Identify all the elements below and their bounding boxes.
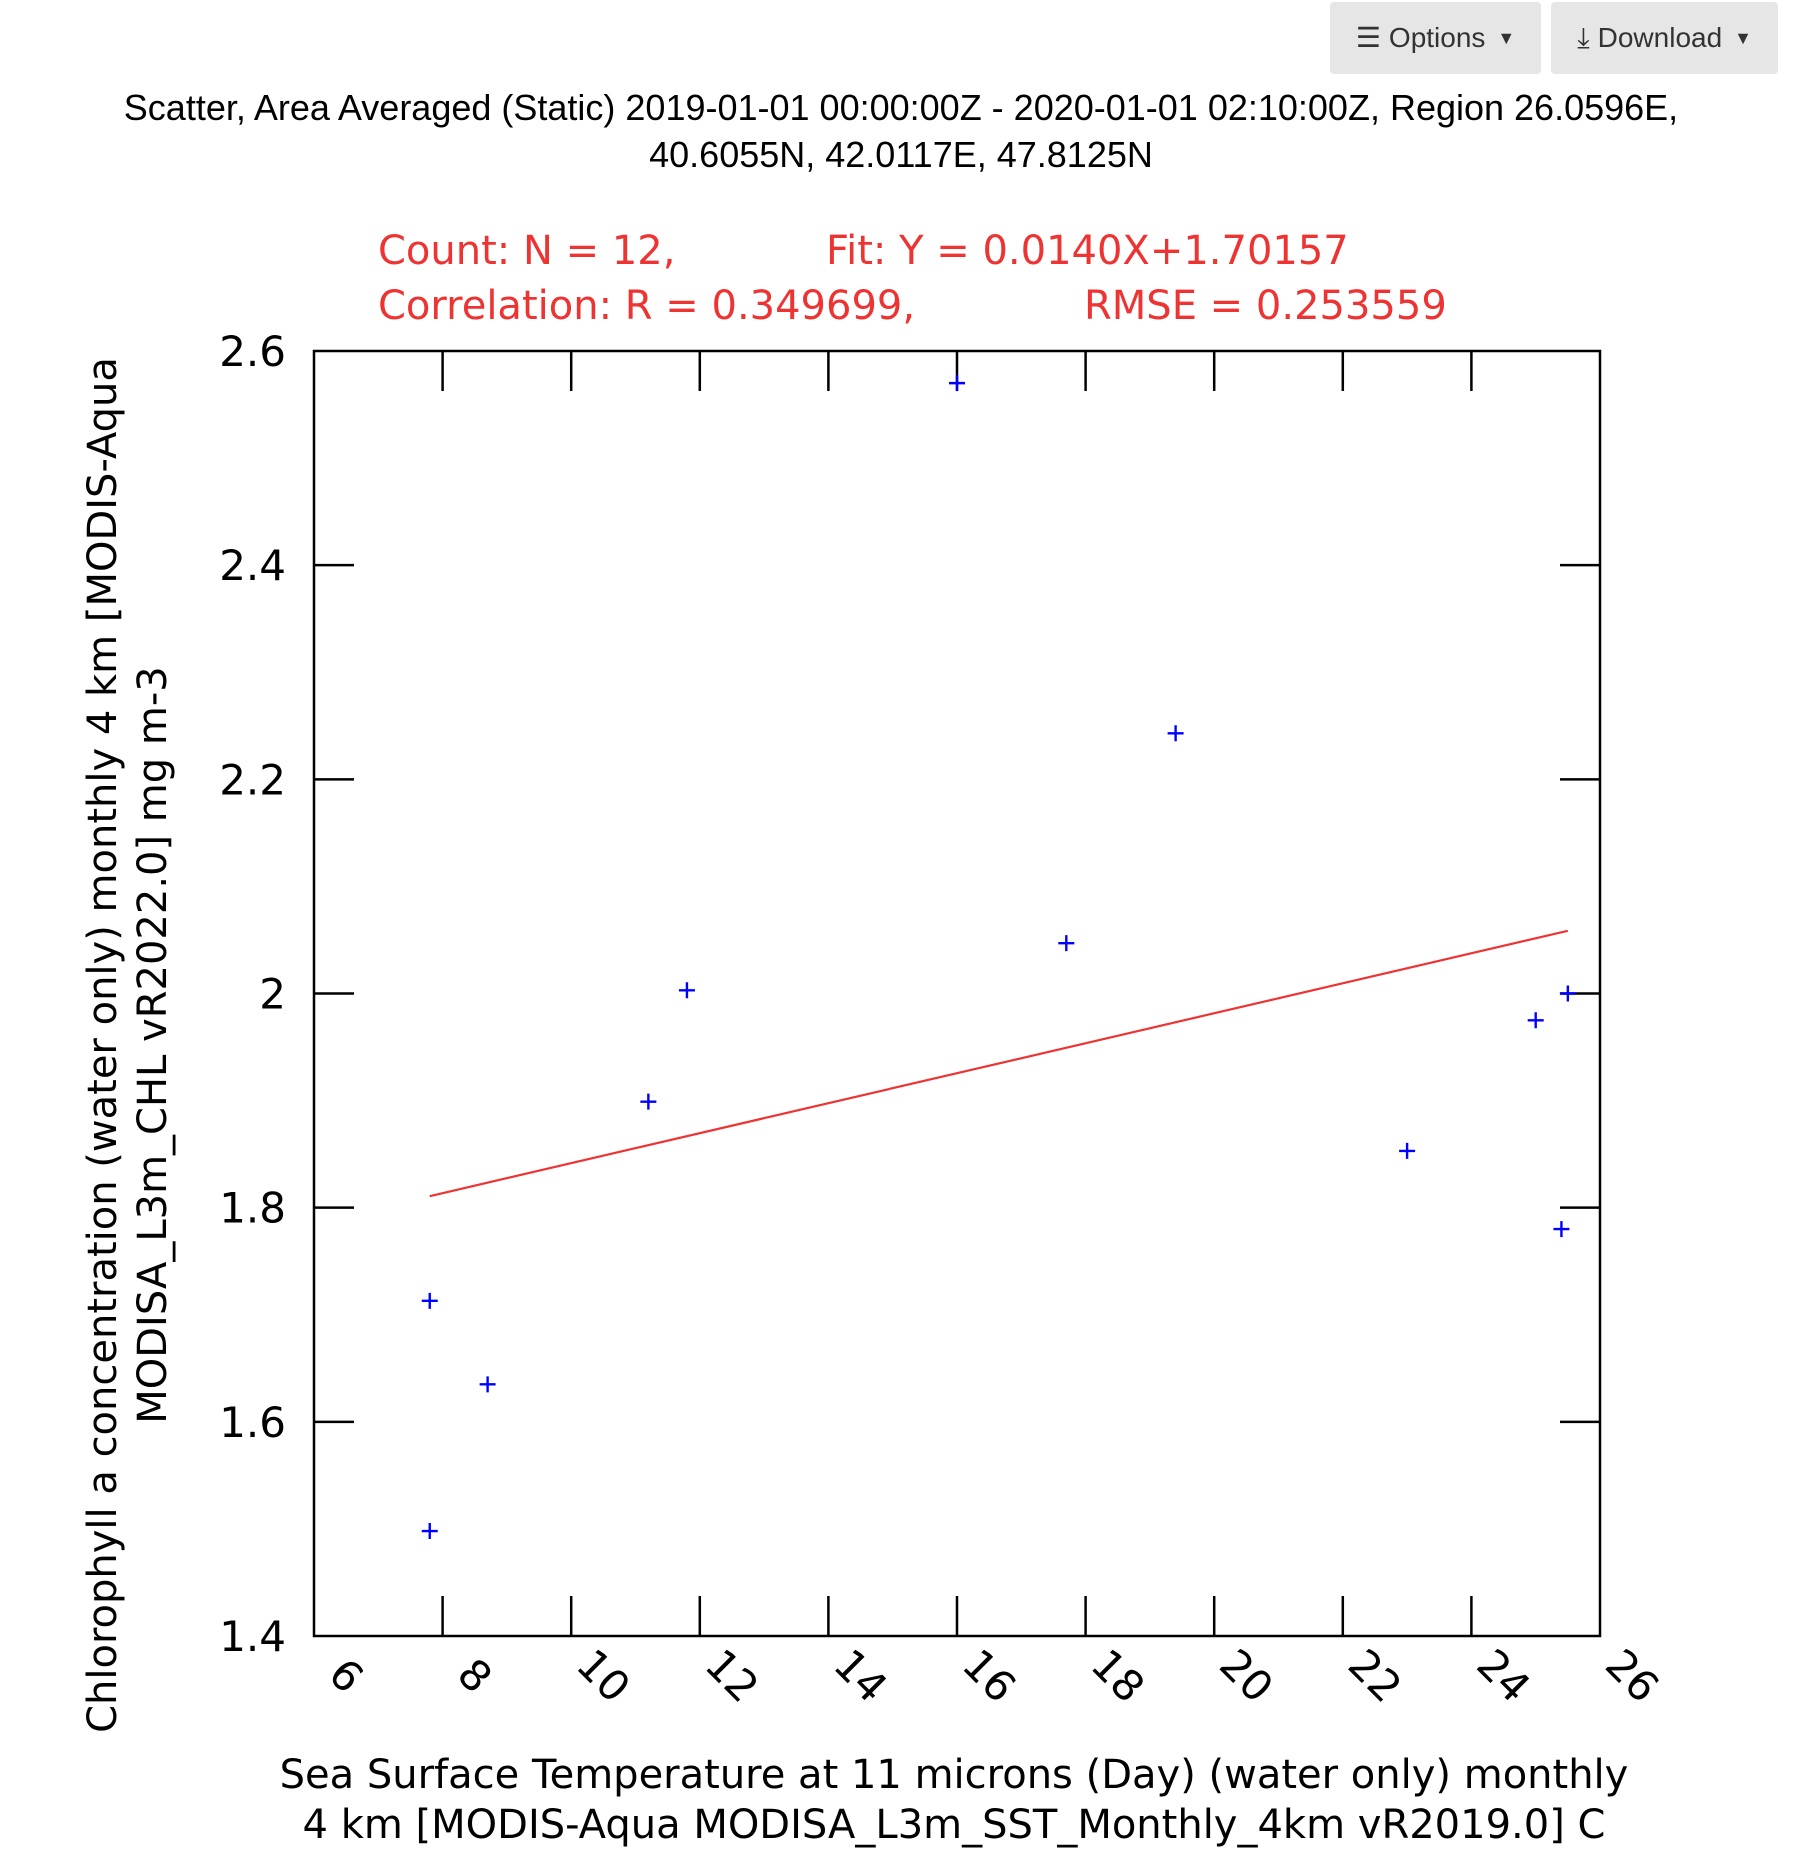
download-button[interactable]: ⤓ Download ▼ (1551, 2, 1778, 74)
y-axis-label-line-1: Chlorophyll a concentration (water only)… (80, 357, 126, 1733)
tick-marks (314, 351, 1600, 1636)
y-tick-label: 2.6 (219, 327, 286, 376)
x-axis-label-line-2: 4 km [MODIS-Aqua MODISA_L3m_SST_Monthly_… (303, 1802, 1606, 1848)
x-tick-label: 22 (1339, 1640, 1411, 1712)
data-point (421, 1292, 438, 1309)
data-point (479, 1376, 496, 1393)
y-tick-label: 2.4 (219, 541, 286, 590)
y-tick-labels: 1.4 1.6 1.8 2 2.2 2.4 2.6 (219, 327, 286, 1661)
x-tick-label: 6 (319, 1649, 373, 1703)
x-tick-labels: 6 8 10 12 14 16 18 20 22 24 26 (319, 1640, 1668, 1712)
chevron-down-icon: ▼ (1734, 27, 1752, 48)
page-title-line-2: 40.6055N, 42.0117E, 47.8125N (649, 134, 1153, 175)
data-point (640, 1093, 657, 1110)
data-point (949, 375, 965, 392)
x-tick-label: 12 (696, 1640, 768, 1712)
x-tick-label: 26 (1596, 1640, 1668, 1712)
data-points (421, 375, 1576, 1540)
stat-correlation: Correlation: R = 0.349699, (378, 283, 915, 329)
options-button[interactable]: ☰ Options ▼ (1329, 2, 1542, 74)
x-tick-label: 18 (1082, 1640, 1154, 1712)
y-tick-label: 1.6 (219, 1398, 286, 1447)
menu-icon: ☰ (1355, 22, 1381, 53)
plot-frame (312, 349, 1602, 1638)
stat-rmse: RMSE = 0.253559 (1084, 283, 1447, 329)
page-title: Scatter, Area Averaged (Static) 2019-01-… (20, 84, 1782, 178)
data-point (421, 1523, 438, 1540)
data-point (678, 982, 695, 999)
stat-count: Count: N = 12, (378, 228, 675, 274)
y-tick-label: 1.4 (219, 1612, 286, 1661)
y-tick-label: 2 (259, 970, 286, 1019)
toolbar: ☰ Options ▼ ⤓ Download ▼ (1329, 2, 1778, 74)
data-point (1553, 1221, 1570, 1238)
x-tick-label: 20 (1210, 1640, 1282, 1712)
x-tick-label: 8 (448, 1649, 502, 1703)
x-tick-label: 10 (567, 1640, 639, 1712)
data-point (1167, 725, 1184, 742)
x-tick-label: 16 (953, 1640, 1025, 1712)
x-axis-label-line-1: Sea Surface Temperature at 11 microns (D… (280, 1752, 1629, 1798)
y-axis-label-line-2: MODISA_L3m_CHL vR2022.0] mg m-3 (130, 666, 176, 1423)
data-point (1399, 1142, 1416, 1159)
page-title-line-1: Scatter, Area Averaged (Static) 2019-01-… (123, 87, 1679, 128)
y-tick-label: 2.2 (219, 755, 286, 804)
y-tick-label: 1.8 (219, 1184, 286, 1233)
data-point (1058, 935, 1075, 952)
chevron-down-icon: ▼ (1497, 27, 1516, 48)
data-point (1559, 985, 1576, 1002)
fit-line (429, 929, 1569, 1198)
stat-fit: Fit: Y = 0.0140X+1.70157 (826, 228, 1349, 274)
x-tick-label: 14 (824, 1640, 896, 1712)
data-point (1527, 1012, 1544, 1029)
x-tick-label: 24 (1467, 1640, 1539, 1712)
download-label: Download (1597, 22, 1723, 53)
options-label: Options (1388, 22, 1486, 53)
download-icon: ⤓ (1577, 22, 1590, 53)
